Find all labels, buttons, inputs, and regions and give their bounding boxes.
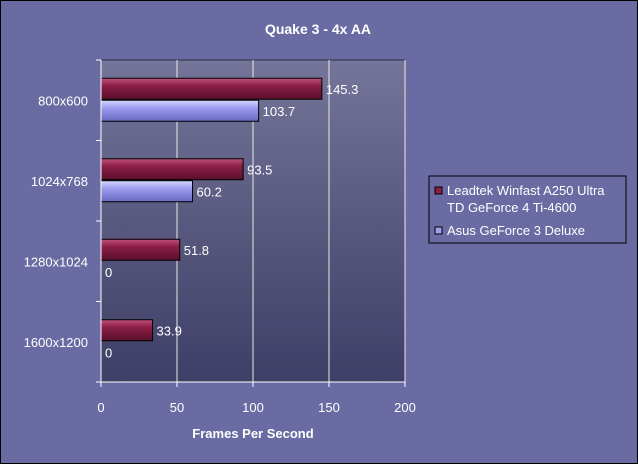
bar (100, 158, 244, 181)
x-tick-label: 50 (170, 400, 184, 415)
data-label: 145.3 (326, 82, 359, 97)
legend-label: TD GeForce 4 Ti-4600 (447, 200, 576, 215)
bar (100, 77, 323, 100)
x-tick-label: 0 (97, 400, 104, 415)
x-tick-label: 150 (318, 400, 340, 415)
y-tick-label: 1600x1200 (24, 335, 88, 350)
y-tick-label: 1024x768 (31, 174, 88, 189)
data-label: 0 (105, 265, 112, 280)
legend: Leadtek Winfast A250 Ultra TD GeForce 4 T… (428, 175, 627, 244)
data-label: 60.2 (197, 184, 222, 199)
data-label: 51.8 (184, 243, 209, 258)
legend-swatch (434, 186, 443, 195)
bar (100, 180, 194, 203)
bar (100, 99, 260, 122)
legend-box (428, 175, 627, 244)
x-axis-title: Frames Per Second (192, 426, 313, 441)
bar (100, 238, 181, 261)
x-tick-label: 100 (242, 400, 264, 415)
data-label: 103.7 (263, 104, 296, 119)
data-label: 0 (105, 345, 112, 360)
legend-swatch (434, 226, 443, 235)
y-tick-label: 1280x1024 (24, 254, 88, 269)
bar (100, 319, 154, 342)
data-label: 33.9 (157, 323, 182, 338)
y-tick-label: 800x600 (38, 93, 88, 108)
x-tick-label: 200 (394, 400, 416, 415)
legend-label: Leadtek Winfast A250 Ultra (447, 183, 605, 198)
chart-title: Quake 3 - 4x AA (265, 21, 371, 37)
data-label: 93.5 (247, 162, 272, 177)
legend-label: Asus GeForce 3 Deluxe (447, 223, 585, 238)
